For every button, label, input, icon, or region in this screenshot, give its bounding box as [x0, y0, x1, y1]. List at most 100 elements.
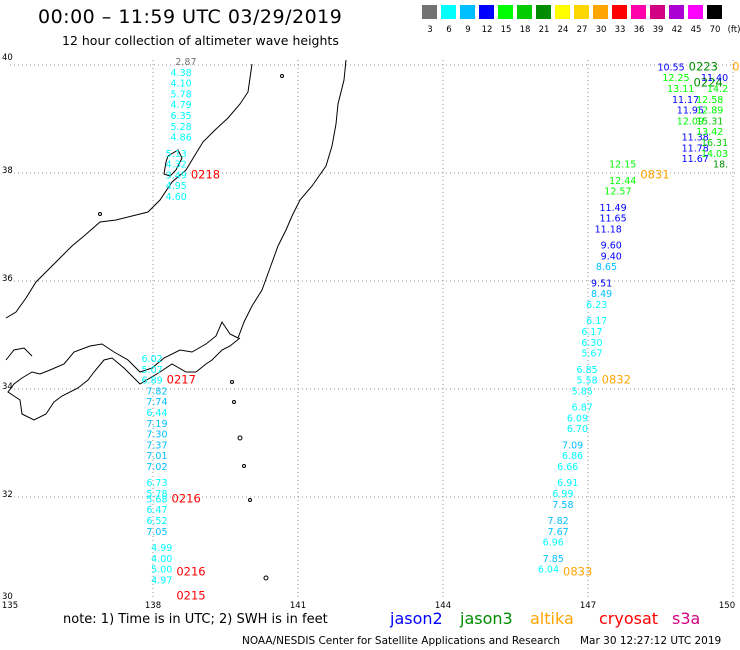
- swh-value: 5.58: [577, 376, 598, 387]
- swh-value: 16.31: [701, 138, 728, 149]
- swh-value: 8.49: [591, 289, 612, 300]
- lat-label-30: 30: [2, 592, 13, 602]
- swh-value: 6.30: [581, 338, 602, 349]
- legend-s3a: s3a: [672, 609, 701, 628]
- swh-value: 6.44: [146, 408, 167, 419]
- scale-swatch-21: [536, 5, 551, 19]
- swh-value: 6.17: [586, 316, 607, 327]
- swh-value: 5.78: [171, 89, 192, 100]
- swh-value: 9.51: [591, 278, 612, 289]
- swh-value: 7.58: [552, 500, 573, 511]
- scale-label-24: 24: [557, 25, 569, 35]
- japan-honshu-coast: [5, 63, 253, 319]
- swh-value: 11.18: [595, 224, 622, 235]
- swh-value: 6.52: [146, 516, 167, 527]
- swh-value: 3.49: [166, 170, 187, 181]
- lon-label-141: 141: [289, 601, 307, 611]
- swh-value: 6.73: [146, 478, 167, 489]
- scale-swatch-42: [669, 5, 684, 19]
- swh-value: 5.07: [142, 365, 163, 376]
- scale-label-21: 21: [538, 25, 550, 35]
- swh-value: 7.01: [146, 451, 167, 462]
- scale-swatch-70: [707, 5, 722, 19]
- pass-time-label: 0215: [176, 589, 205, 603]
- swh-value: 6.91: [557, 478, 578, 489]
- swh-value: 7.09: [562, 440, 583, 451]
- swh-value: 11.49: [599, 203, 626, 214]
- sado-island: [163, 149, 183, 177]
- pass-time-label: 0216: [176, 564, 205, 578]
- swh-value: 11.65: [599, 214, 626, 225]
- swh-value: 4.79: [171, 100, 192, 111]
- scale-label-27: 27: [576, 25, 588, 35]
- swh-value: 11.17: [672, 95, 699, 106]
- swh-value: 6.96: [543, 538, 564, 549]
- scale-swatch-18: [517, 5, 532, 19]
- swh-value: 8.65: [596, 262, 617, 273]
- lon-label-150: 150: [718, 601, 736, 611]
- scale-label-15: 15: [500, 25, 512, 35]
- scale-label-36: 36: [633, 25, 645, 35]
- swh-value: 6.86: [562, 451, 583, 462]
- swh-value: 2.87: [175, 57, 196, 68]
- scale-swatch-27: [574, 5, 589, 19]
- swh-value: 14.03: [701, 149, 728, 160]
- scale-swatch-6: [441, 5, 456, 19]
- swh-value: 7.19: [146, 419, 167, 430]
- shikoku-edge: [5, 347, 33, 361]
- swh-value: 9.40: [601, 251, 622, 262]
- swh-value: 5.85: [572, 386, 593, 397]
- pass-time-label: 0224: [694, 76, 723, 90]
- swh-value: 9.60: [601, 241, 622, 252]
- swh-value: 7.05: [146, 527, 167, 538]
- swh-value: 4.00: [151, 554, 172, 565]
- swh-value: 7.82: [146, 386, 167, 397]
- lon-label-147: 147: [579, 601, 597, 611]
- track-east-c: 11.4014.212.5812.8915.3113.4216.3114.031…: [696, 59, 740, 170]
- swh-value: 12.25: [662, 73, 689, 84]
- swh-value: 4.38: [171, 68, 192, 79]
- swh-value: 7.30: [146, 430, 167, 441]
- swh-value: 12.57: [604, 187, 631, 198]
- swh-value: 5.28: [171, 122, 192, 133]
- swh-value: 6.87: [572, 403, 593, 414]
- swh-value: 4.86: [171, 133, 192, 144]
- scale-swatch-45: [688, 5, 703, 19]
- pass-time-label: 08: [732, 59, 740, 73]
- pass-time-label: 0217: [167, 373, 196, 387]
- altimeter-tracks: 2.874.384.105.784.796.355.284.865.134.32…: [142, 57, 740, 603]
- units-note: note: 1) Time is in UTC; 2) SWH is in fe…: [63, 612, 328, 627]
- lat-label-40: 40: [2, 53, 13, 63]
- legend-jason3: jason3: [460, 609, 513, 628]
- track-east-a: 12.1512.4412.5711.4911.6511.189.609.408.…: [538, 160, 670, 579]
- scale-label-3: 3: [427, 25, 433, 35]
- swh-value: 7.67: [548, 527, 569, 538]
- scale-label-9: 9: [465, 25, 471, 35]
- swh-value: 6.23: [586, 300, 607, 311]
- swh-value: 11.40: [701, 73, 728, 84]
- pass-time-label: 0831: [640, 167, 669, 181]
- swh-value: 7.37: [146, 440, 167, 451]
- scale-swatch-36: [631, 5, 646, 19]
- swh-value: 5.68: [146, 494, 167, 505]
- swh-value: 7.74: [146, 397, 167, 408]
- update-timestamp: Mar 30 12:27:12 UTC 2019: [580, 635, 722, 647]
- lon-label-138: 138: [144, 601, 162, 611]
- track-west: 2.874.384.105.784.796.355.284.865.134.32…: [142, 57, 221, 603]
- swh-value: 11.78: [682, 143, 709, 154]
- swh-value: 6.66: [557, 462, 578, 473]
- lat-label-38: 38: [2, 166, 13, 176]
- swh-value: 5.67: [581, 349, 602, 360]
- swh-value: 12.09: [677, 116, 704, 127]
- pass-time-label: 0218: [191, 167, 220, 181]
- scale-label-39: 39: [652, 25, 664, 35]
- scale-label-12: 12: [481, 25, 493, 35]
- swh-value: 7.82: [548, 516, 569, 527]
- swh-value: 5.00: [151, 565, 172, 576]
- scale-label-33: 33: [614, 25, 626, 35]
- swh-value: 12.44: [609, 176, 636, 187]
- scale-swatch-15: [498, 5, 513, 19]
- swh-value: 12.89: [696, 106, 723, 117]
